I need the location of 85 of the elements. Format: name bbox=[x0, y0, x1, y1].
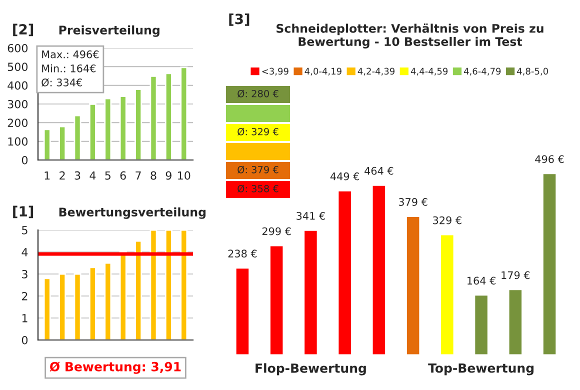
bar bbox=[440, 234, 455, 355]
bar bbox=[234, 267, 250, 355]
text: Top-Bewertung bbox=[428, 363, 534, 376]
bar bbox=[542, 172, 558, 355]
text: Flop-Bewertung bbox=[256, 363, 366, 376]
x-tick-label: 1 bbox=[44, 171, 50, 180]
bar bbox=[150, 75, 158, 160]
y-tick-label: 5 bbox=[22, 226, 28, 234]
bar bbox=[269, 244, 284, 355]
chart-title: Schneideplotter: Verhältnis von Preis zu Bewertung - 10 Bestseller im Test bbox=[276, 24, 544, 48]
y-tick-label: 100 bbox=[8, 137, 28, 146]
legend-label: 4,2-4,39 bbox=[358, 68, 395, 76]
data-label: 329 € bbox=[433, 216, 462, 224]
data-label: 164 € bbox=[468, 276, 496, 285]
text: [1] bbox=[13, 206, 34, 218]
bar bbox=[508, 288, 523, 355]
bar bbox=[88, 266, 96, 340]
bar bbox=[303, 229, 318, 355]
data-label: 299 € bbox=[262, 227, 291, 236]
bar bbox=[371, 184, 386, 355]
data-label: 341 € bbox=[296, 212, 325, 220]
y-tick-label: 2 bbox=[22, 292, 28, 300]
bar bbox=[104, 262, 112, 340]
bar bbox=[164, 72, 172, 160]
y-tick-label: 3 bbox=[22, 270, 28, 278]
y-tick-label: 400 bbox=[8, 81, 28, 90]
legend-label: 4,6-4,79 bbox=[464, 68, 501, 76]
bar bbox=[164, 230, 172, 340]
annotation: Ø: 379 € bbox=[238, 166, 278, 174]
legend-label: 4,0-4,19 bbox=[304, 68, 342, 76]
bar bbox=[74, 114, 82, 160]
chart-title: Bewertungsverteilung bbox=[59, 207, 206, 219]
data-label: 179 € bbox=[502, 271, 530, 280]
text: [2] bbox=[13, 24, 34, 36]
text: Ø: 329 € bbox=[238, 128, 278, 136]
bar bbox=[43, 278, 51, 340]
bar bbox=[43, 128, 51, 160]
y-tick-label: 1 bbox=[22, 314, 28, 322]
annotation: Ø: 334€ bbox=[42, 78, 82, 87]
data-label: 379 € bbox=[398, 198, 428, 206]
x-tick-label: 6 bbox=[120, 171, 126, 180]
bar bbox=[58, 273, 66, 340]
x-tick-label: 2 bbox=[60, 171, 65, 180]
data-label: 449 € bbox=[330, 172, 360, 180]
bar bbox=[104, 98, 112, 160]
data-label: 464 € bbox=[364, 166, 394, 175]
bar bbox=[474, 294, 489, 355]
chart-title: Preisverteilung bbox=[59, 25, 160, 37]
bar bbox=[119, 96, 127, 160]
text: Ø: 280 € bbox=[238, 90, 278, 98]
bar bbox=[74, 273, 82, 340]
x-tick-label: 9 bbox=[166, 171, 172, 180]
bar bbox=[134, 240, 142, 340]
y-tick-label: 600 bbox=[8, 44, 28, 52]
bar bbox=[58, 126, 66, 160]
data-label: 496 € bbox=[535, 155, 564, 164]
bar bbox=[150, 230, 158, 340]
y-tick-label: 500 bbox=[8, 62, 28, 72]
x-tick-label: 5 bbox=[105, 171, 110, 180]
annotation: Max.: 496€ bbox=[42, 50, 99, 58]
data-label: 238 € bbox=[228, 250, 257, 258]
annotation: Min.: 164€ bbox=[42, 64, 96, 72]
bar bbox=[88, 103, 96, 160]
x-tick-label: 10 bbox=[178, 171, 190, 180]
bar bbox=[180, 230, 188, 340]
x-tick-label: 8 bbox=[150, 171, 156, 180]
x-tick-label: 3 bbox=[74, 171, 80, 180]
y-tick-label: 200 bbox=[8, 118, 28, 128]
legend-label: <3,99 bbox=[262, 68, 288, 76]
y-tick-label: 0 bbox=[22, 336, 28, 344]
ref-line-label: Ø Bewertung: 3,91 bbox=[50, 362, 181, 374]
legend-label: 4,8-5,0 bbox=[517, 68, 548, 76]
x-tick-label: 7 bbox=[136, 171, 141, 180]
annotation: Ø: 358 € bbox=[238, 184, 278, 193]
bar bbox=[180, 66, 188, 160]
bar bbox=[337, 190, 352, 355]
bar bbox=[406, 216, 421, 355]
legend-label: 4,4-4,59 bbox=[410, 68, 448, 76]
bar bbox=[134, 88, 142, 160]
y-tick-label: 0 bbox=[22, 156, 28, 164]
text: [3] bbox=[229, 13, 250, 26]
bar bbox=[119, 251, 127, 340]
y-tick-label: 300 bbox=[8, 100, 28, 108]
x-tick-label: 4 bbox=[90, 171, 96, 180]
y-tick-label: 4 bbox=[22, 248, 28, 256]
